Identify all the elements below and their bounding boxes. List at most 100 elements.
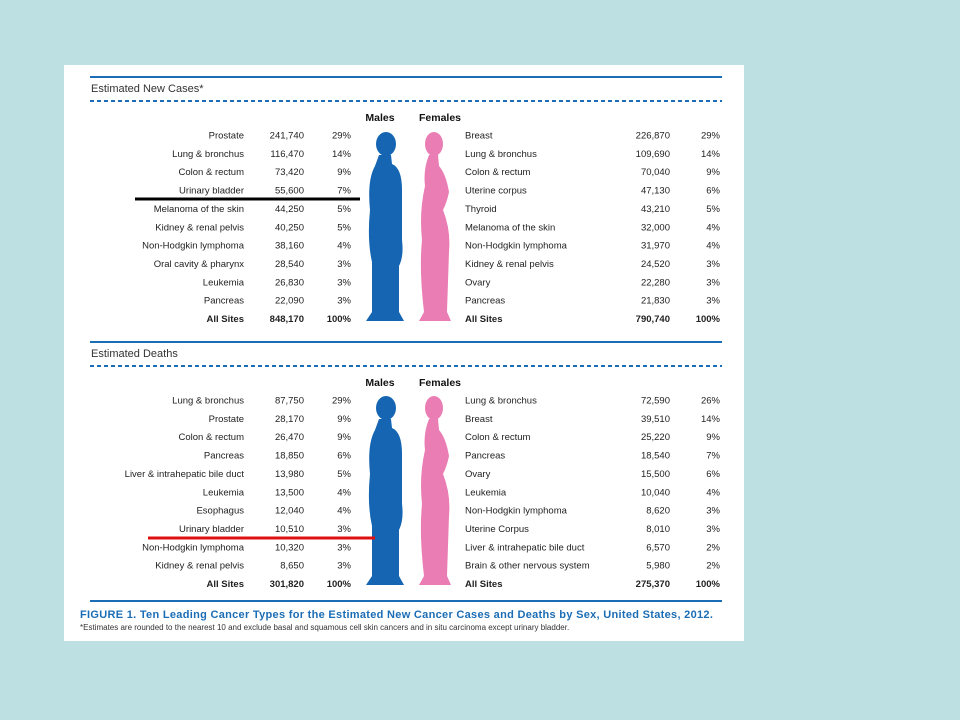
case-count: 26,470 xyxy=(275,432,304,443)
percent: 7% xyxy=(706,451,720,462)
percent: 9% xyxy=(337,167,351,178)
case-count: 8,010 xyxy=(646,524,670,535)
site-name: Breast xyxy=(465,131,493,142)
case-count: 22,280 xyxy=(641,277,670,288)
percent: 26% xyxy=(701,396,721,407)
male-silhouette xyxy=(366,132,404,321)
case-count: 22,090 xyxy=(275,296,304,307)
percent: 5% xyxy=(337,204,351,215)
site-name: Uterine Corpus xyxy=(465,524,529,535)
site-name: Kidney & renal pelvis xyxy=(155,222,244,233)
case-count: 40,250 xyxy=(275,222,304,233)
site-name: Liver & intrahepatic bile duct xyxy=(125,469,245,480)
percent: 6% xyxy=(706,186,720,197)
case-count: 275,370 xyxy=(636,579,670,590)
site-name: Colon & rectum xyxy=(465,432,531,443)
case-count: 18,850 xyxy=(275,451,304,462)
percent: 9% xyxy=(706,432,720,443)
case-count: 5,980 xyxy=(646,561,670,572)
female-silhouette xyxy=(419,132,451,321)
percent: 2% xyxy=(706,542,720,553)
site-name: Prostate xyxy=(209,131,244,142)
site-name: Pancreas xyxy=(204,451,244,462)
percent: 6% xyxy=(706,469,720,480)
case-count: 39,510 xyxy=(641,414,670,425)
percent: 3% xyxy=(337,277,351,288)
site-name: Thyroid xyxy=(465,204,497,215)
case-count: 70,040 xyxy=(641,167,670,178)
section-title: Estimated New Cases* xyxy=(91,83,204,95)
percent: 14% xyxy=(701,414,721,425)
percent: 3% xyxy=(337,524,351,535)
percent: 4% xyxy=(337,487,351,498)
percent: 3% xyxy=(337,296,351,307)
site-name: Urinary bladder xyxy=(179,186,244,197)
column-header: Females xyxy=(419,112,461,124)
site-name: Colon & rectum xyxy=(465,167,531,178)
case-count: 24,520 xyxy=(641,259,670,270)
percent: 6% xyxy=(337,451,351,462)
case-count: 32,000 xyxy=(641,222,670,233)
site-name: Leukemia xyxy=(203,277,245,288)
site-name: Urinary bladder xyxy=(179,524,244,535)
site-name: Leukemia xyxy=(203,487,245,498)
case-count: 12,040 xyxy=(275,506,304,517)
percent: 9% xyxy=(337,432,351,443)
percent: 3% xyxy=(337,542,351,553)
percent: 100% xyxy=(327,314,352,325)
site-name: Uterine corpus xyxy=(465,186,527,197)
site-name: Kidney & renal pelvis xyxy=(465,259,554,270)
site-name: Esophagus xyxy=(196,506,244,517)
case-count: 21,830 xyxy=(641,296,670,307)
percent: 29% xyxy=(701,131,721,142)
site-name: Ovary xyxy=(465,469,491,480)
percent: 29% xyxy=(332,396,352,407)
case-count: 8,620 xyxy=(646,506,670,517)
percent: 3% xyxy=(706,524,720,535)
site-name: Pancreas xyxy=(465,296,505,307)
percent: 4% xyxy=(706,222,720,233)
site-name: Ovary xyxy=(465,277,491,288)
footnote: *Estimates are rounded to the nearest 10… xyxy=(80,623,569,632)
site-name: Brain & other nervous system xyxy=(465,561,590,572)
case-count: 226,870 xyxy=(636,131,670,142)
case-count: 47,130 xyxy=(641,186,670,197)
female-silhouette xyxy=(419,396,451,585)
site-name: Non-Hodgkin lymphoma xyxy=(465,241,568,252)
column-header: Males xyxy=(365,377,394,389)
case-count: 790,740 xyxy=(636,314,670,325)
case-count: 10,510 xyxy=(275,524,304,535)
percent: 100% xyxy=(696,314,721,325)
site-name: Pancreas xyxy=(204,296,244,307)
percent: 3% xyxy=(706,506,720,517)
percent: 7% xyxy=(337,186,351,197)
percent: 4% xyxy=(337,506,351,517)
percent: 5% xyxy=(337,222,351,233)
case-count: 6,570 xyxy=(646,542,670,553)
case-count: 44,250 xyxy=(275,204,304,215)
percent: 100% xyxy=(327,579,352,590)
site-name: All Sites xyxy=(207,314,245,325)
column-header: Females xyxy=(419,377,461,389)
site-name: Leukemia xyxy=(465,487,507,498)
site-name: Prostate xyxy=(209,414,244,425)
site-name: Pancreas xyxy=(465,451,505,462)
site-name: Lung & bronchus xyxy=(465,149,537,160)
site-name: Melanoma of the skin xyxy=(465,222,555,233)
site-name: Lung & bronchus xyxy=(172,396,244,407)
site-name: All Sites xyxy=(465,579,503,590)
case-count: 28,170 xyxy=(275,414,304,425)
case-count: 301,820 xyxy=(270,579,304,590)
site-name: Lung & bronchus xyxy=(172,149,244,160)
case-count: 25,220 xyxy=(641,432,670,443)
caption: FIGURE 1. Ten Leading Cancer Types for t… xyxy=(80,609,713,621)
case-count: 848,170 xyxy=(270,314,304,325)
site-name: Non-Hodgkin lymphoma xyxy=(142,241,245,252)
column-header: Males xyxy=(365,112,394,124)
percent: 9% xyxy=(706,167,720,178)
male-silhouette xyxy=(366,396,404,585)
case-count: 43,210 xyxy=(641,204,670,215)
site-name: Non-Hodgkin lymphoma xyxy=(142,542,245,553)
